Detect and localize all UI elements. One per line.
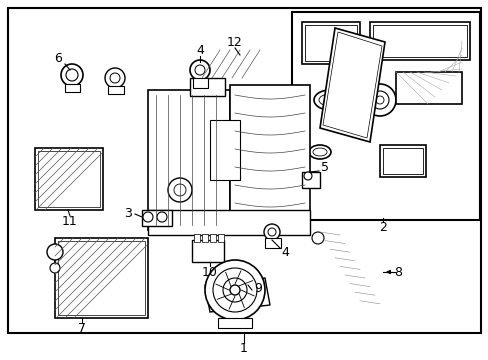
Circle shape [174, 184, 185, 196]
Polygon shape [204, 278, 269, 312]
Polygon shape [319, 28, 384, 142]
Circle shape [61, 64, 83, 86]
Bar [148, 210, 309, 235]
Circle shape [142, 212, 153, 222]
Circle shape [267, 228, 275, 236]
Circle shape [375, 96, 383, 104]
Bar [58, 241, 145, 315]
Bar [38, 151, 100, 207]
Circle shape [223, 278, 246, 302]
Text: 7: 7 [78, 321, 86, 334]
Circle shape [363, 84, 395, 116]
Bar [209, 234, 216, 242]
Polygon shape [100, 272, 138, 300]
Bar [305, 25, 356, 61]
Bar [291, 12, 479, 220]
Bar [108, 86, 124, 94]
Bar [302, 22, 359, 64]
Text: 4: 4 [281, 246, 288, 258]
Bar [395, 72, 461, 104]
Text: 5: 5 [320, 162, 328, 175]
Circle shape [157, 212, 167, 222]
Bar [229, 85, 309, 235]
Text: 4: 4 [196, 44, 203, 57]
Circle shape [50, 263, 60, 273]
Text: 3: 3 [124, 207, 132, 220]
Circle shape [195, 65, 204, 75]
Text: 11: 11 [62, 216, 78, 229]
Bar [382, 148, 422, 174]
Text: 1: 1 [240, 342, 247, 355]
Bar [190, 78, 224, 96]
Text: 2: 2 [378, 221, 386, 234]
Bar [379, 145, 425, 177]
Bar [209, 120, 240, 180]
Circle shape [229, 285, 240, 295]
Text: 6: 6 [54, 51, 62, 64]
Circle shape [264, 224, 280, 240]
Text: 10: 10 [202, 265, 218, 279]
Text: 8: 8 [393, 265, 401, 279]
Bar [369, 22, 469, 60]
Ellipse shape [313, 90, 346, 110]
Bar [192, 240, 224, 262]
Bar [264, 238, 281, 248]
Bar [194, 234, 200, 242]
Bar [218, 234, 224, 242]
Circle shape [190, 60, 209, 80]
Circle shape [213, 268, 257, 312]
Bar [35, 148, 103, 210]
Bar [55, 238, 148, 318]
Bar [142, 210, 172, 226]
Bar [372, 25, 466, 57]
Circle shape [204, 260, 264, 320]
Circle shape [47, 244, 63, 260]
Bar [202, 234, 207, 242]
Bar [302, 172, 319, 188]
Bar [218, 318, 251, 328]
Circle shape [304, 172, 311, 180]
Ellipse shape [308, 145, 330, 159]
Circle shape [370, 91, 388, 109]
Circle shape [168, 178, 192, 202]
Text: 12: 12 [226, 36, 243, 49]
Text: 9: 9 [254, 282, 262, 294]
Ellipse shape [312, 148, 326, 156]
Circle shape [110, 73, 120, 83]
Circle shape [66, 69, 78, 81]
Ellipse shape [318, 94, 340, 106]
Bar [193, 78, 207, 88]
Circle shape [311, 232, 324, 244]
Bar [148, 90, 229, 230]
Circle shape [105, 68, 125, 88]
Bar [65, 84, 80, 92]
